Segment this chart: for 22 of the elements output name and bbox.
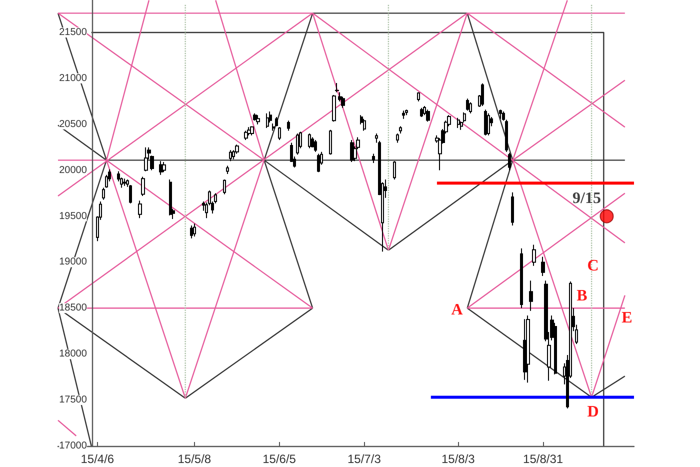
y-tick-label: 18000 [59, 348, 88, 360]
annotation: D [587, 404, 599, 420]
y-tick-label: 19500 [59, 210, 88, 222]
x-tick-label: 15/7/3 [348, 452, 382, 466]
y-tick-label: 21500 [59, 26, 88, 38]
x-tick-label: 15/5/8 [178, 452, 212, 466]
y-tick-label: 21000 [59, 72, 88, 84]
annotation: E [622, 310, 632, 326]
x-tick-label: 15/8/3 [441, 452, 476, 466]
y-tick-label: 19000 [59, 256, 88, 268]
x-tick-label: 15/6/5 [262, 452, 296, 466]
y-tick-label: 18500 [59, 302, 88, 314]
annotation: A [451, 302, 464, 318]
y-tick-label: 17500 [59, 394, 88, 406]
series-label: 9/15 [572, 190, 601, 207]
x-tick-label: 15/4/6 [80, 452, 114, 466]
y-tick-label: 20500 [59, 118, 88, 130]
annotation: C [587, 258, 599, 274]
annotation: B [576, 288, 588, 304]
x-tick-label: 15/8/31 [523, 452, 564, 466]
y-tick-label: 20000 [59, 164, 88, 176]
y-tick-label: 17000 [59, 440, 88, 452]
